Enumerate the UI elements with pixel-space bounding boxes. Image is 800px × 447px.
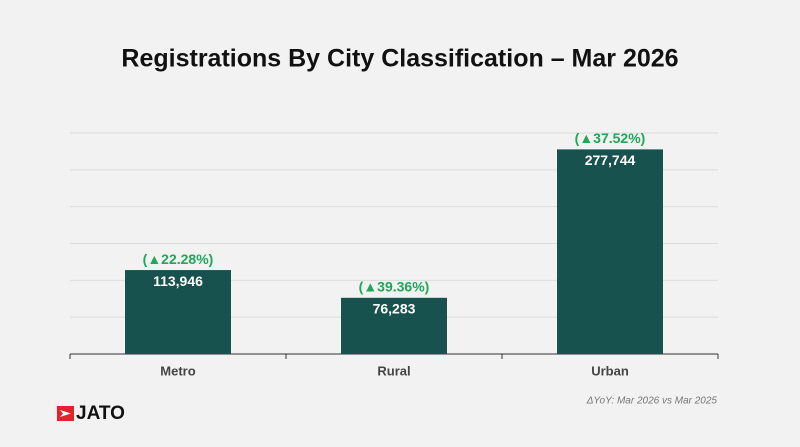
change-label: (▲22.28%): [143, 251, 214, 267]
value-label: 76,283: [373, 301, 416, 317]
x-tick-label: Rural: [377, 363, 410, 378]
bar: [557, 149, 663, 354]
x-tick-label: Urban: [591, 363, 629, 378]
footnote: ΔYoY: Mar 2026 vs Mar 2025: [586, 396, 718, 407]
bar: [341, 297, 447, 354]
change-label: (▲39.36%): [359, 279, 430, 295]
logo-arrow: [60, 410, 71, 417]
logo: JATO: [57, 403, 125, 424]
value-label: 277,744: [585, 152, 636, 168]
x-tick-label: Metro: [160, 363, 195, 378]
change-label: (▲37.52%): [575, 130, 646, 146]
chart-title: Registrations By City Classification – M…: [121, 45, 678, 73]
logo-text: JATO: [76, 403, 125, 424]
value-label: 113,946: [153, 273, 203, 289]
bar: [125, 270, 231, 354]
